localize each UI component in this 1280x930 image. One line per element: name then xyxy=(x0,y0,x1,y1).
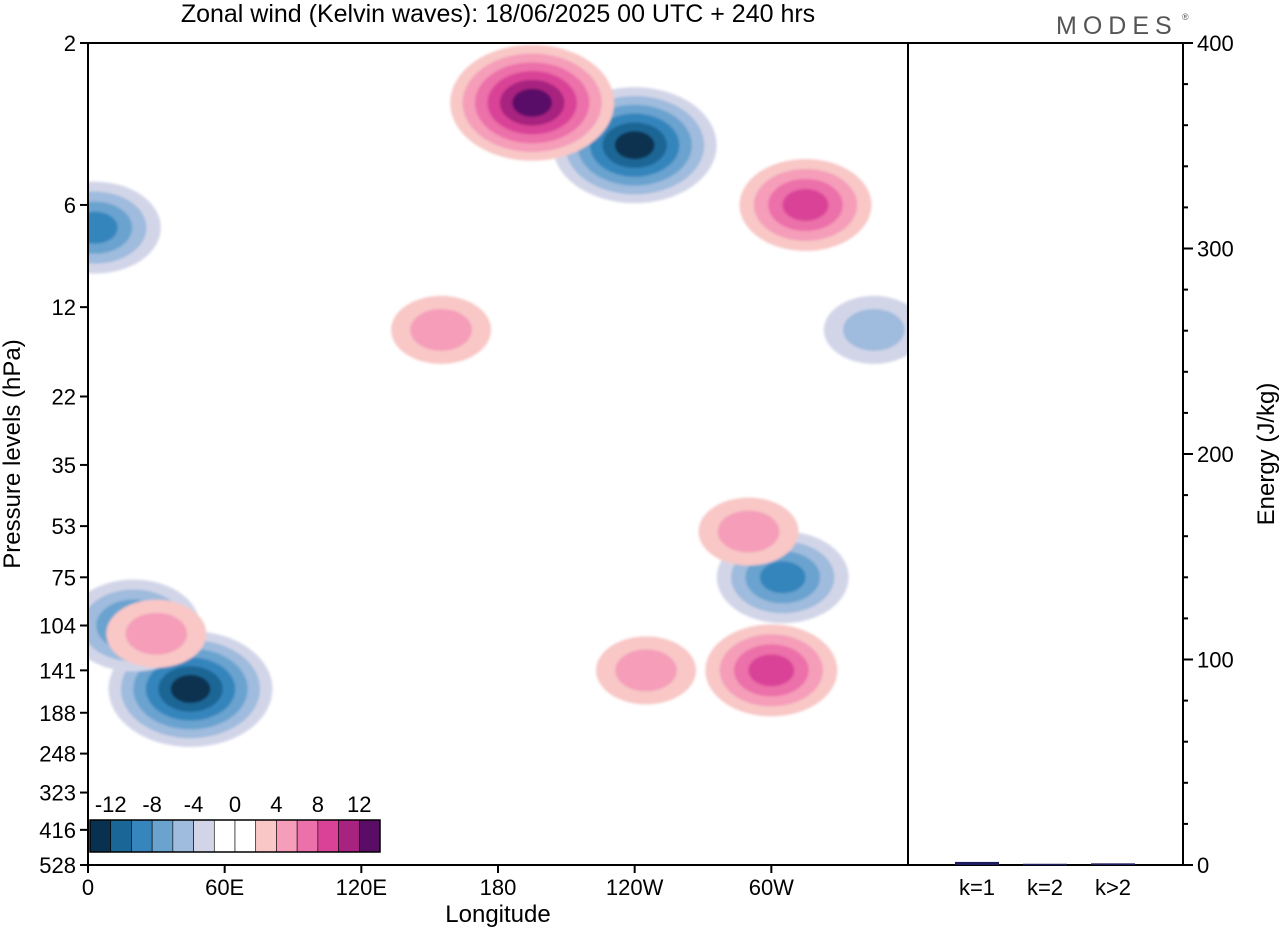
contour-band xyxy=(125,612,188,655)
x-tick-label: 120W xyxy=(606,875,664,900)
colorbar-label: -12 xyxy=(95,792,127,817)
contour-band xyxy=(843,308,905,351)
energy-tick-label: 100 xyxy=(1197,648,1234,673)
y-tick-label: 248 xyxy=(39,742,76,767)
x-tick-label: 60E xyxy=(205,875,244,900)
chart-title: Zonal wind (Kelvin waves): 18/06/2025 00… xyxy=(181,0,815,28)
easterly-anomaly xyxy=(88,181,161,274)
energy-tick-label: 300 xyxy=(1197,237,1234,262)
logo-text: MODES xyxy=(1056,12,1178,40)
colorbar-label: 4 xyxy=(270,792,282,817)
y-tick-label: 22 xyxy=(52,384,76,409)
colorbar-label: 8 xyxy=(312,792,324,817)
colorbar-swatch xyxy=(276,819,298,853)
x-axis-label: Longitude xyxy=(445,901,550,928)
x-tick-label: 180 xyxy=(480,875,517,900)
westerly-anomaly xyxy=(705,624,838,717)
energy-tick-label: 200 xyxy=(1197,442,1234,467)
contour-band xyxy=(782,188,829,221)
colorbar-label: -8 xyxy=(142,792,162,817)
westerly-anomaly xyxy=(450,44,615,161)
colorbar-label: -4 xyxy=(184,792,204,817)
colorbar-swatch xyxy=(213,819,236,853)
colorbar-swatch xyxy=(89,819,112,853)
colorbar-swatch xyxy=(151,819,174,853)
contour-band xyxy=(512,88,553,117)
energy-x-axis: k=1 k=2 k>2 xyxy=(959,875,1131,900)
contour-band xyxy=(717,510,780,553)
x-tick-label: 0 xyxy=(82,875,94,900)
x-tick-label: 60W xyxy=(749,875,794,900)
y-tick-label: 75 xyxy=(52,565,76,590)
colorbar-swatch xyxy=(193,819,215,853)
energy-tick-label: 400 xyxy=(1197,31,1234,56)
contour-band xyxy=(615,649,677,692)
westerly-anomaly xyxy=(698,497,799,566)
y-tick-label: 104 xyxy=(39,613,76,638)
y-tick-label: 53 xyxy=(52,514,76,539)
y-tick-label: 188 xyxy=(39,701,76,726)
easterly-anomaly xyxy=(823,295,908,364)
logo-registered-mark: ® xyxy=(1182,12,1189,22)
energy-category-label: k>2 xyxy=(1095,875,1131,900)
contour-band xyxy=(170,674,211,704)
energy-category-label: k=2 xyxy=(1027,875,1063,900)
contour-band xyxy=(410,308,472,351)
energy-y-axis: 0 100 200 300 400 xyxy=(1183,31,1234,878)
y-tick-label: 528 xyxy=(39,853,76,878)
y-axis-label: Pressure levels (hPa) xyxy=(0,339,26,568)
colorbar-swatch xyxy=(172,819,194,853)
y-tick-label: 35 xyxy=(52,453,76,478)
colorbar-swatch xyxy=(255,819,277,853)
colorbar-swatch xyxy=(234,819,257,853)
energy-tick-label: 0 xyxy=(1197,853,1209,878)
energy-bars xyxy=(955,861,1135,866)
contour-band xyxy=(614,131,655,160)
colorbar-swatch xyxy=(296,819,319,853)
westerly-anomaly xyxy=(596,636,697,705)
modes-logo: MODES ® xyxy=(1056,12,1189,40)
colorbar-swatch xyxy=(110,819,132,853)
energy-axis-label: Energy (J/kg) xyxy=(1253,383,1280,526)
energy-category-label: k=1 xyxy=(959,875,995,900)
colorbar: -12 -8 -4 0 4 8 12 xyxy=(89,792,381,853)
x-tick-label: 120E xyxy=(336,875,387,900)
contour-band xyxy=(88,211,118,244)
colorbar-swatch xyxy=(317,819,339,853)
contour-band xyxy=(759,561,806,594)
energy-bar xyxy=(955,861,999,865)
y-tick-label: 141 xyxy=(39,658,76,683)
colorbar-swatch xyxy=(338,819,360,853)
y-tick-label: 416 xyxy=(39,818,76,843)
energy-panel-frame xyxy=(907,42,1184,866)
colorbar-label: 0 xyxy=(229,792,241,817)
westerly-anomaly xyxy=(391,295,492,364)
y-tick-label: 6 xyxy=(64,193,76,218)
energy-bar xyxy=(1091,863,1135,865)
y-tick-label: 323 xyxy=(39,781,76,806)
colorbar-swatch xyxy=(358,819,381,853)
westerly-anomaly xyxy=(739,158,872,251)
y-tick-label: 12 xyxy=(52,295,76,320)
colorbar-frame xyxy=(89,819,381,853)
colorbar-label: 12 xyxy=(347,792,371,817)
energy-bar xyxy=(1023,863,1067,866)
heatmap-y-axis: 2 6 12 22 35 53 75 104 141 188 248 323 416 528 xyxy=(39,31,88,878)
contour-band xyxy=(748,654,795,687)
westerly-anomaly xyxy=(106,599,207,668)
colorbar-swatch xyxy=(131,819,153,853)
y-tick-label: 2 xyxy=(64,31,76,56)
heatmap-contours xyxy=(88,44,908,747)
heatmap-x-axis: 0 60E 120E 180 120W 60W xyxy=(82,865,794,900)
